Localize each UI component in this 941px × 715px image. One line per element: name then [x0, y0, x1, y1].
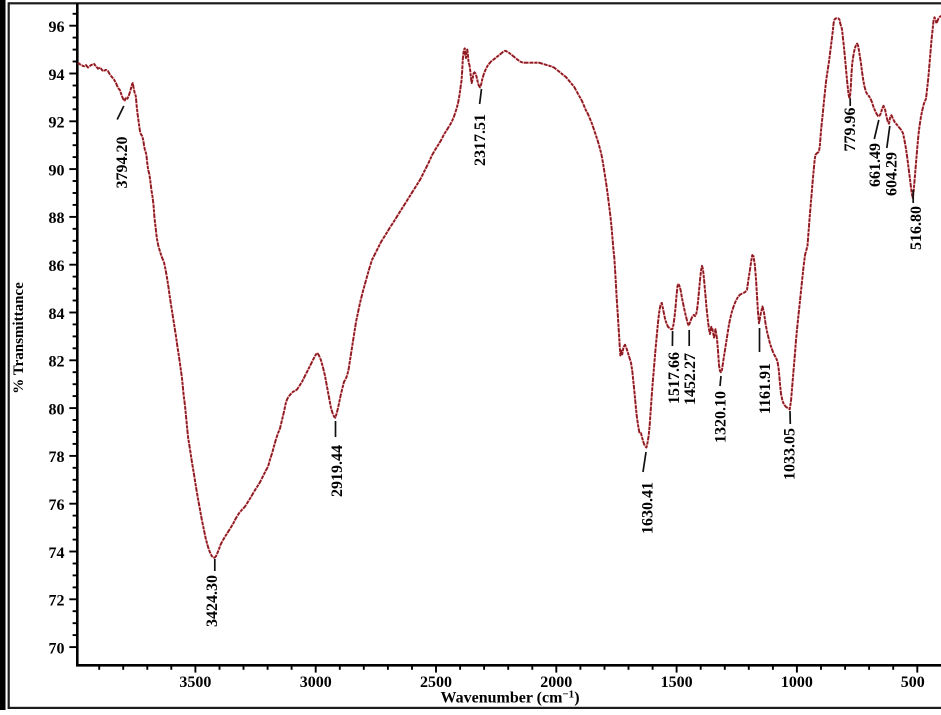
svg-text:86: 86	[49, 258, 65, 275]
svg-text:500: 500	[901, 674, 925, 691]
svg-text:516.80: 516.80	[908, 206, 925, 250]
svg-text:2919.44: 2919.44	[329, 445, 346, 497]
svg-text:2500: 2500	[420, 674, 452, 691]
svg-text:78: 78	[49, 449, 65, 466]
svg-text:1630.41: 1630.41	[639, 482, 656, 534]
svg-text:604.29: 604.29	[883, 152, 900, 196]
svg-text:1033.05: 1033.05	[781, 428, 798, 480]
svg-text:74: 74	[49, 545, 65, 562]
svg-text:88: 88	[49, 210, 65, 227]
svg-text:779.96: 779.96	[842, 108, 859, 152]
svg-text:1500: 1500	[661, 674, 693, 691]
svg-text:3424.30: 3424.30	[204, 575, 221, 627]
svg-text:3794.20: 3794.20	[114, 137, 131, 189]
svg-text:1000: 1000	[781, 674, 813, 691]
svg-text:2317.51: 2317.51	[472, 114, 489, 166]
svg-text:70: 70	[49, 640, 65, 657]
svg-text:84: 84	[49, 306, 65, 323]
svg-text:1452.27: 1452.27	[682, 353, 699, 405]
svg-text:92: 92	[49, 115, 65, 132]
svg-text:1320.10: 1320.10	[712, 391, 729, 443]
svg-text:82: 82	[49, 354, 65, 371]
svg-text:1161.91: 1161.91	[757, 363, 774, 414]
svg-text:96: 96	[49, 19, 65, 36]
svg-text:% Transmittance: % Transmittance	[11, 282, 27, 394]
svg-text:72: 72	[49, 593, 65, 610]
svg-text:80: 80	[49, 401, 65, 418]
svg-text:94: 94	[49, 67, 65, 84]
svg-text:76: 76	[49, 497, 65, 514]
svg-text:Wavenumber (cm−1): Wavenumber (cm−1)	[440, 689, 579, 707]
svg-text:661.49: 661.49	[867, 143, 884, 187]
svg-text:3000: 3000	[300, 674, 332, 691]
svg-text:3500: 3500	[179, 674, 211, 691]
svg-text:90: 90	[49, 162, 65, 179]
svg-text:1517.66: 1517.66	[666, 352, 683, 404]
